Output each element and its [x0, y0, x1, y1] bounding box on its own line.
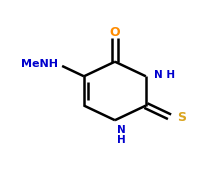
- Text: MeNH: MeNH: [21, 59, 58, 69]
- Text: N
H: N H: [117, 125, 126, 145]
- Text: O: O: [110, 26, 120, 39]
- Text: S: S: [177, 111, 186, 124]
- Text: N H: N H: [154, 71, 175, 80]
